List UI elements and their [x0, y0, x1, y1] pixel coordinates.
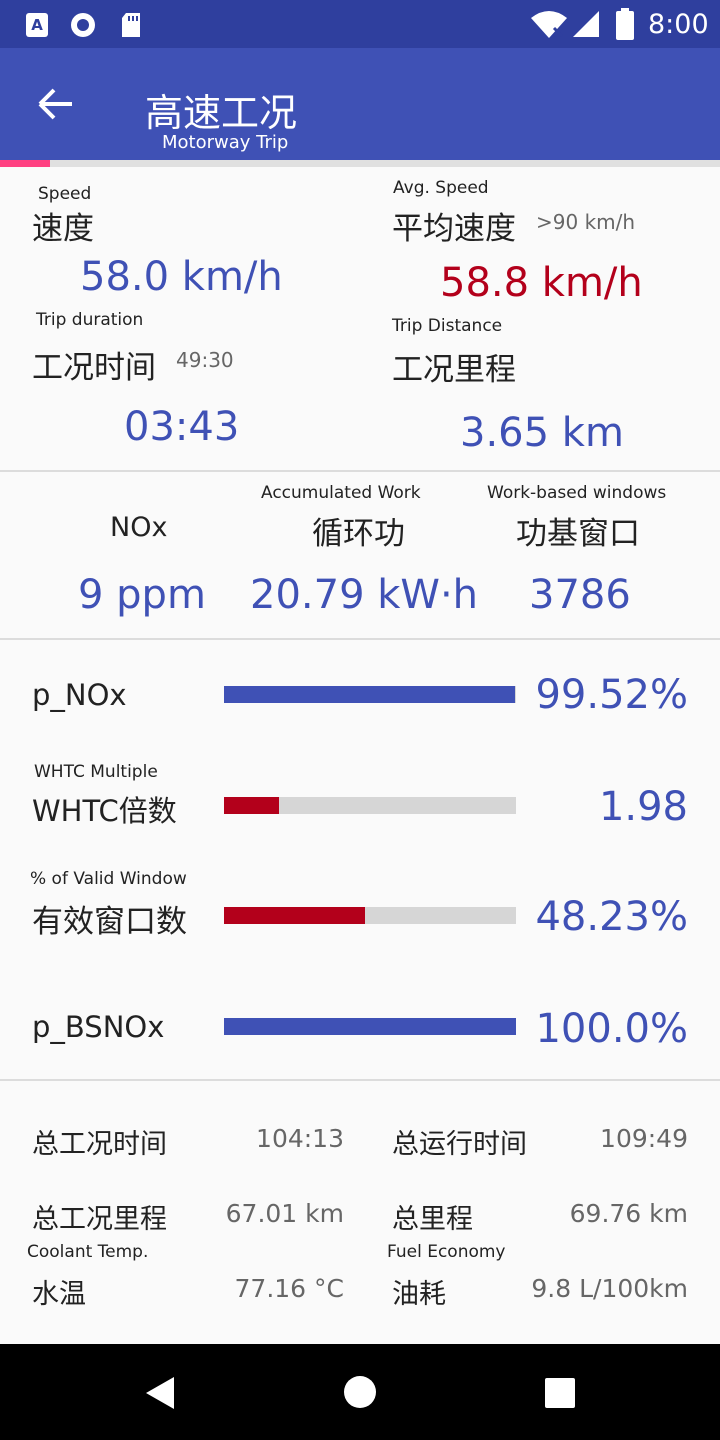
nav-home-icon[interactable]	[343, 1375, 377, 1409]
fuel-zh-label: 油耗	[392, 1279, 446, 1310]
nox-value: 9 ppm	[78, 572, 206, 618]
total-run-time-value: 109:49	[600, 1124, 688, 1153]
nav-back-icon[interactable]	[144, 1376, 176, 1410]
p-nox-bar-fill	[224, 686, 515, 703]
p-bsnox-bar	[224, 1018, 516, 1035]
trip-duration-zh-label: 工况时间	[32, 350, 156, 386]
clock: 8:00	[648, 9, 709, 40]
app-bar: 高速工况 Motorway Trip	[0, 48, 720, 160]
work-zh-label: 循环功	[312, 516, 405, 552]
p-nox-bar	[224, 686, 516, 703]
total-trip-distance-label: 总工况里程	[32, 1204, 167, 1235]
fuel-value: 9.8 L/100km	[531, 1274, 688, 1303]
valid-window-bar	[224, 907, 516, 924]
coolant-zh-label: 水温	[32, 1279, 86, 1310]
valid-window-zh-label: 有效窗口数	[32, 904, 187, 940]
whtc-bar-fill	[224, 797, 280, 814]
avg-speed-zh-label: 平均速度	[392, 211, 516, 247]
nox-label: NOx	[110, 512, 168, 543]
nav-recents-icon[interactable]	[544, 1377, 576, 1409]
divider	[0, 1079, 720, 1081]
total-trip-time-label: 总工况时间	[32, 1129, 167, 1160]
back-arrow-icon[interactable]	[36, 86, 76, 122]
valid-window-value: 48.23%	[535, 894, 688, 940]
coolant-value: 77.16 °C	[234, 1274, 344, 1303]
total-trip-distance-value: 67.01 km	[225, 1199, 344, 1228]
record-icon	[71, 13, 95, 37]
trip-duration-en-label: Trip duration	[36, 310, 144, 330]
page-subtitle: Motorway Trip	[162, 132, 289, 153]
windows-en-label: Work-based windows	[487, 483, 667, 503]
trip-duration-value: 03:43	[124, 404, 240, 450]
tab-indicator	[0, 160, 50, 167]
valid-window-en-label: % of Valid Window	[30, 869, 187, 889]
signal-icon	[573, 11, 599, 37]
whtc-zh-label: WHTC倍数	[32, 794, 177, 828]
total-trip-time-value: 104:13	[256, 1124, 344, 1153]
speed-zh-label: 速度	[32, 211, 94, 247]
battery-icon	[616, 8, 634, 40]
svg-text:A: A	[31, 16, 43, 34]
avg-speed-en-label: Avg. Speed	[393, 178, 489, 198]
navigation-bar	[0, 1344, 720, 1440]
status-bar: A 8:00	[0, 0, 720, 48]
tab-indicator-track	[0, 160, 720, 167]
trip-distance-zh-label: 工况里程	[392, 352, 516, 388]
speed-en-label: Speed	[38, 184, 92, 204]
avg-speed-value: 58.8 km/h	[440, 260, 643, 306]
p-bsnox-bar-fill	[224, 1018, 516, 1035]
total-distance-value: 69.76 km	[569, 1199, 688, 1228]
p-bsnox-label: p_BSNOx	[32, 1010, 165, 1044]
fuel-en-label: Fuel Economy	[387, 1242, 506, 1262]
whtc-en-label: WHTC Multiple	[34, 762, 158, 782]
work-value: 20.79 kW·h	[250, 572, 479, 618]
sd-card-icon	[122, 13, 140, 37]
divider	[0, 638, 720, 640]
valid-window-bar-fill	[224, 907, 365, 924]
avg-speed-note: >90 km/h	[536, 210, 636, 234]
windows-value: 3786	[529, 572, 631, 618]
speed-value: 58.0 km/h	[80, 254, 283, 300]
divider	[0, 470, 720, 472]
windows-zh-label: 功基窗口	[516, 516, 640, 552]
keyboard-a-icon: A	[26, 13, 48, 37]
trip-distance-value: 3.65 km	[460, 410, 624, 456]
total-run-time-label: 总运行时间	[392, 1129, 527, 1160]
coolant-en-label: Coolant Temp.	[27, 1242, 149, 1262]
trip-distance-en-label: Trip Distance	[392, 316, 503, 336]
whtc-value: 1.98	[598, 784, 688, 830]
p-nox-label: p_NOx	[32, 678, 127, 712]
trip-duration-note: 49:30	[176, 348, 234, 372]
work-en-label: Accumulated Work	[261, 483, 421, 503]
total-distance-label: 总里程	[392, 1204, 473, 1235]
p-bsnox-value: 100.0%	[535, 1006, 688, 1052]
p-nox-value: 99.52%	[535, 672, 688, 718]
wifi-icon	[531, 11, 567, 38]
whtc-bar	[224, 797, 516, 814]
page-title: 高速工况	[145, 91, 298, 135]
